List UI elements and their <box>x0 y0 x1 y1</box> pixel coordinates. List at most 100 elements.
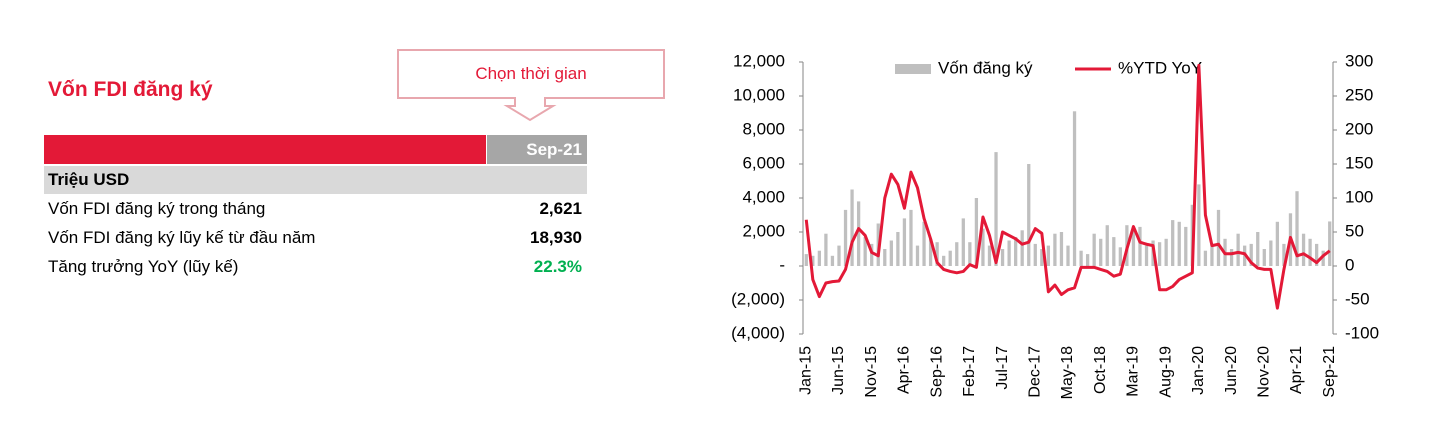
bar <box>1308 238 1312 266</box>
bar <box>896 232 900 266</box>
x-tick-label: Mar-19 <box>1125 346 1142 397</box>
bar <box>1203 250 1208 266</box>
unit-row: Triệu USD <box>44 166 587 194</box>
bar <box>922 221 926 266</box>
bar <box>1301 233 1306 266</box>
row-value: 22.3% <box>533 257 582 276</box>
bar <box>902 218 907 266</box>
y2-tick-label: 100 <box>1345 187 1373 206</box>
bar <box>843 209 848 266</box>
header-bar <box>44 135 486 164</box>
x-tick-label: Sep-21 <box>1321 346 1338 398</box>
bar <box>824 233 828 266</box>
bar <box>1229 249 1234 266</box>
x-tick-label: Dec-17 <box>1027 346 1044 398</box>
x-tick-label: Jun-15 <box>830 346 847 395</box>
bar <box>961 218 965 266</box>
bar <box>1000 249 1005 266</box>
bar <box>1007 240 1011 266</box>
bar <box>968 242 972 266</box>
bar <box>804 254 808 266</box>
x-tick-label: Apr-21 <box>1288 346 1305 394</box>
bar <box>830 255 835 266</box>
y-tick-label: - <box>779 255 785 274</box>
row-label: Tăng trưởng YoY (lũy kế) <box>48 257 239 276</box>
y2-tick-label: -100 <box>1345 323 1379 342</box>
bar <box>1275 221 1280 266</box>
row-label: Vốn FDI đăng ký trong tháng <box>48 199 266 218</box>
bar <box>883 249 887 266</box>
y-tick-label: 4,000 <box>742 187 785 206</box>
bar <box>1184 226 1188 266</box>
bar <box>981 228 985 266</box>
y2-tick-label: -50 <box>1345 289 1370 308</box>
x-tick-label: Sep-16 <box>928 346 945 398</box>
bar <box>1295 191 1299 266</box>
bar <box>909 209 913 266</box>
bar <box>889 240 893 266</box>
x-tick-label: Aug-19 <box>1157 346 1174 398</box>
bar <box>1079 250 1083 266</box>
bar <box>1112 237 1116 266</box>
bar <box>915 245 920 266</box>
x-tick-label: Jan-15 <box>797 346 814 395</box>
bar <box>1321 250 1325 266</box>
bar <box>863 237 867 266</box>
x-tick-label: Nov-20 <box>1256 346 1273 398</box>
line <box>804 63 1331 310</box>
bar <box>870 243 874 266</box>
bar <box>1138 226 1142 266</box>
period-cell: Sep-21 <box>487 135 587 164</box>
callout-box <box>397 49 665 122</box>
bar <box>1164 238 1168 266</box>
bar <box>1210 243 1214 266</box>
bar <box>856 201 861 266</box>
bar <box>974 198 979 266</box>
bar <box>1118 247 1122 266</box>
bar <box>1249 243 1253 266</box>
y-tick-label: 2,000 <box>742 221 785 240</box>
legend-label: %YTD YoY <box>1118 58 1202 77</box>
x-tick-label: Apr-16 <box>896 346 913 394</box>
y-tick-label: (4,000) <box>731 323 785 342</box>
y2-tick-label: 150 <box>1345 153 1373 172</box>
y2-tick-label: 0 <box>1345 255 1354 274</box>
bar <box>1099 238 1103 266</box>
legend-swatch <box>895 64 931 74</box>
row-label: Vốn FDI đăng ký lũy kế từ đầu năm <box>48 228 316 247</box>
bar <box>1020 230 1024 266</box>
time-picker-button[interactable]: Chọn thời gian <box>475 64 587 83</box>
legend-label: Vốn đăng ký <box>938 58 1033 77</box>
bar <box>1256 232 1260 266</box>
y2-tick-label: 200 <box>1345 119 1373 138</box>
bar <box>1027 164 1031 266</box>
x-tick-label: Jul-17 <box>994 346 1011 390</box>
x-tick-label: Feb-17 <box>961 346 978 397</box>
bar <box>1014 237 1018 266</box>
bar <box>1092 233 1096 266</box>
bar <box>994 152 998 266</box>
bar <box>811 255 815 266</box>
row-value: 18,930 <box>530 228 582 247</box>
bar <box>1066 245 1070 266</box>
period-label: Sep-21 <box>526 140 582 159</box>
bar <box>1059 232 1064 266</box>
y2-tick-label: 250 <box>1345 85 1373 104</box>
bar <box>1197 184 1201 266</box>
callout-shape <box>397 49 665 122</box>
bar <box>850 189 854 266</box>
x-tick-label: Nov-15 <box>863 346 880 398</box>
bar <box>1105 225 1109 266</box>
y-tick-label: (2,000) <box>731 289 785 308</box>
y-tick-label: 10,000 <box>733 85 785 104</box>
bar <box>1157 242 1162 266</box>
bar <box>928 238 933 266</box>
y-tick-label: 12,000 <box>733 51 785 70</box>
x-tick-label: Jun-20 <box>1223 346 1240 395</box>
bar <box>942 255 946 266</box>
bar <box>1262 249 1266 266</box>
bar <box>817 250 821 266</box>
bar <box>1046 245 1051 266</box>
